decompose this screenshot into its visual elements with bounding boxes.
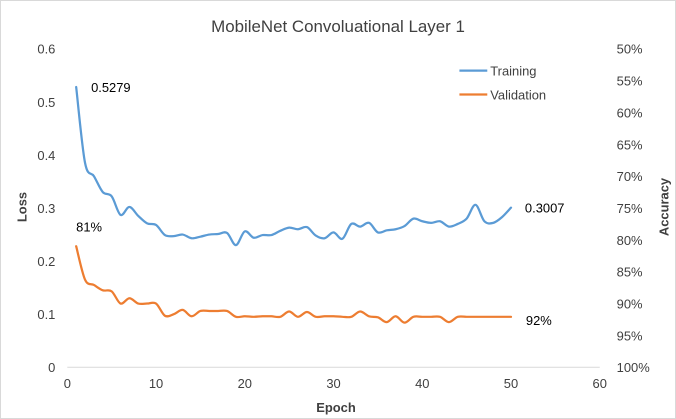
legend: Training Validation: [459, 64, 546, 103]
data-label: 0.3007: [525, 201, 565, 216]
x-tick-label: 50: [504, 376, 518, 391]
chart-title: MobileNet Convoluational Layer 1: [211, 17, 465, 36]
y-tick-label: 0.3: [37, 201, 55, 216]
axes: 0 10 20 30 40 50 60 0 0.1 0.2 0.3 0.4 0.5 0.6 50% 55% 60…: [37, 42, 650, 391]
x-tick-label: 20: [238, 376, 252, 391]
series-line-validation: [75, 245, 513, 324]
y2-tick-label: 90%: [617, 297, 643, 312]
series-line-training: [75, 85, 513, 247]
y2-tick-label: 65%: [617, 137, 643, 152]
x-tick-label: 60: [593, 376, 607, 391]
data-label: 0.5279: [91, 80, 131, 95]
y2-tick-label: 55%: [617, 74, 643, 89]
x-tick-label: 10: [149, 376, 163, 391]
x-tick-label: 0: [64, 376, 71, 391]
x-axis-title: Epoch: [316, 400, 356, 415]
x-tick-label: 40: [415, 376, 429, 391]
y2-tick-label: 95%: [617, 328, 643, 343]
y2-tick-label: 80%: [617, 233, 643, 248]
y2-tick-label: 85%: [617, 265, 643, 280]
y2-tick-label: 100%: [617, 360, 651, 375]
y-tick-label: 0: [48, 360, 55, 375]
legend-label-training: Training: [490, 64, 536, 79]
y2-tick-label: 70%: [617, 169, 643, 184]
y-tick-label: 0.2: [37, 254, 55, 269]
data-labels: 0.5279 0.3007 81% 92%: [76, 80, 564, 328]
y-axis-title: Loss: [14, 192, 29, 222]
y-tick-label: 0.6: [37, 42, 55, 57]
x-tick-label: 30: [326, 376, 340, 391]
y2-tick-label: 75%: [617, 201, 643, 216]
data-label: 81%: [76, 219, 102, 234]
y-tick-label: 0.1: [37, 307, 55, 322]
series-layer: [75, 85, 513, 324]
y2-tick-label: 60%: [617, 105, 643, 120]
y-tick-label: 0.5: [37, 95, 55, 110]
y-tick-label: 0.4: [37, 148, 55, 163]
data-label: 92%: [526, 313, 552, 328]
legend-label-validation: Validation: [490, 88, 546, 103]
y2-tick-label: 50%: [617, 42, 643, 57]
y2-axis-title: Accuracy: [656, 177, 671, 236]
